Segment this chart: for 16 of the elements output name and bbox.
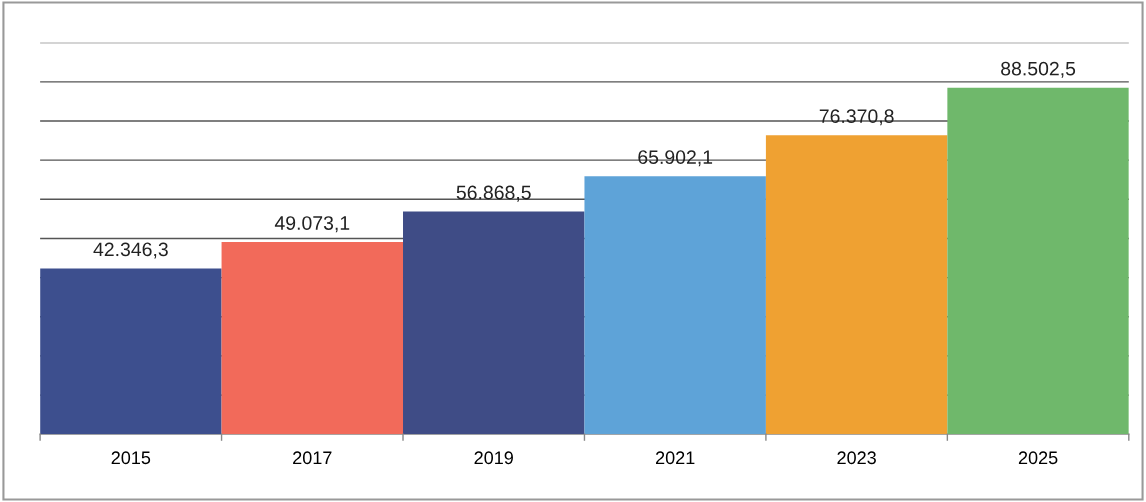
- bar: [403, 211, 585, 435]
- data-label: 56.868,5: [456, 185, 531, 202]
- x-tick-label: 2015: [111, 451, 151, 465]
- bar: [947, 87, 1129, 435]
- x-tick-label: 2021: [656, 451, 695, 465]
- data-label: 88.502,5: [1001, 61, 1076, 78]
- data-label: 42.346,3: [93, 242, 168, 259]
- x-tick-label: 2025: [1018, 451, 1058, 465]
- bar: [221, 242, 404, 435]
- bar: [765, 135, 948, 435]
- bar: [40, 268, 222, 435]
- x-tick-label: 2019: [474, 451, 513, 465]
- x-tick-label: 2017: [293, 451, 332, 465]
- data-label: 49.073,1: [274, 216, 350, 233]
- bar: [584, 176, 766, 435]
- x-tick-label: 2023: [837, 451, 876, 465]
